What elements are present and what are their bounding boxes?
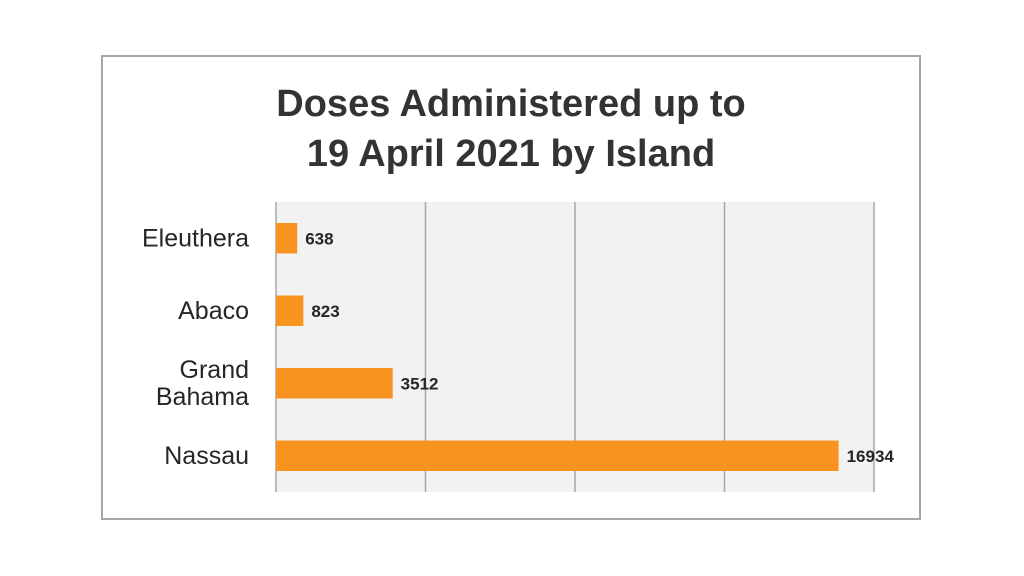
data-label: 823 (311, 302, 339, 321)
bar-eleuthera (276, 223, 298, 254)
chart-frame: Doses Administered up to 19 April 2021 b… (101, 55, 921, 520)
data-label: 16934 (847, 447, 895, 466)
category-label: Nassau (164, 442, 249, 470)
category-label: Eleuthera (142, 224, 249, 252)
category-label: Abaco (178, 297, 249, 325)
bar-chart: 638 Eleuthera 823 Abaco 3512 Grand Bahama 16934… (142, 202, 895, 492)
bar-grand-bahama (276, 368, 393, 399)
category-label: Grand Bahama (156, 356, 249, 411)
data-label: 3512 (401, 374, 439, 393)
chart-title: Doses Administered up to 19 April 2021 b… (276, 83, 746, 175)
bar-abaco (276, 295, 304, 326)
bar-nassau (276, 440, 839, 471)
data-label: 638 (305, 229, 333, 248)
